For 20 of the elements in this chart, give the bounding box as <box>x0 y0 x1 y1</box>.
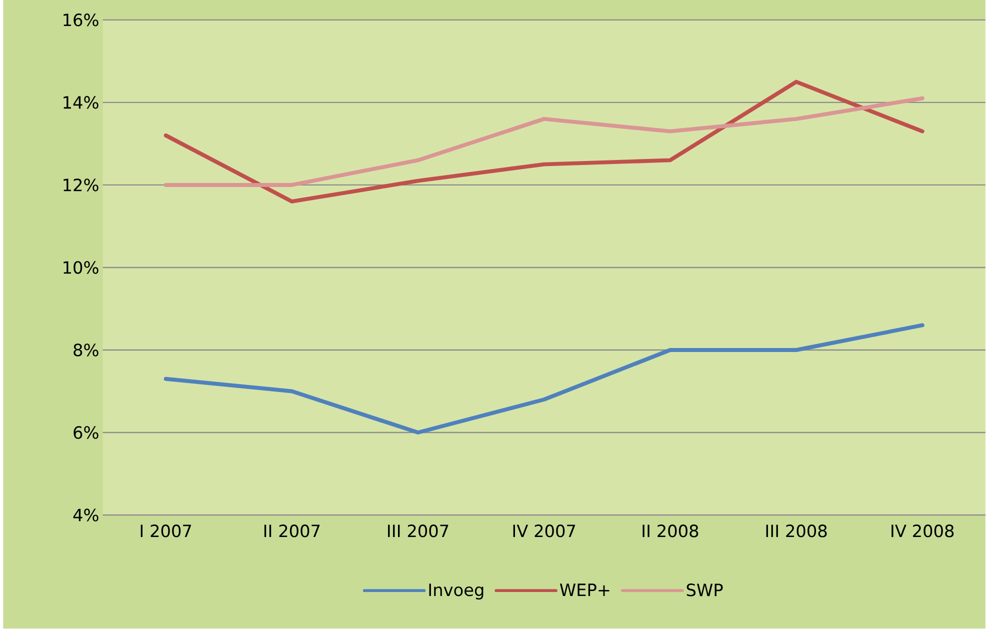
y-tick-label: 4% <box>73 508 98 522</box>
y-tick-label: 10% <box>64 261 98 274</box>
line-series <box>164 80 924 204</box>
y-tick-label: 16% <box>64 14 98 26</box>
y-tick-label: 8% <box>74 344 98 357</box>
x-tick-label: II 2008 <box>642 524 698 538</box>
x-tick-label: III 2008 <box>766 524 827 538</box>
x-tick-label: II 2007 <box>264 524 320 538</box>
line-series <box>164 323 924 435</box>
line-series <box>164 96 924 188</box>
y-tick-label: 12% <box>64 178 98 192</box>
legend-label: WEP+ <box>560 584 610 596</box>
y-tick-label: 14% <box>64 96 98 110</box>
y-tick-label: 6% <box>74 426 98 440</box>
x-tick-label: III 2007 <box>388 524 448 538</box>
x-tick-label: IV 2007 <box>513 524 576 538</box>
x-tick-label: I 2007 <box>140 524 191 538</box>
legend-label: SWP <box>686 584 723 597</box>
x-tick-label: IV 2008 <box>892 524 954 538</box>
legend-label: Invoeg <box>429 584 484 600</box>
